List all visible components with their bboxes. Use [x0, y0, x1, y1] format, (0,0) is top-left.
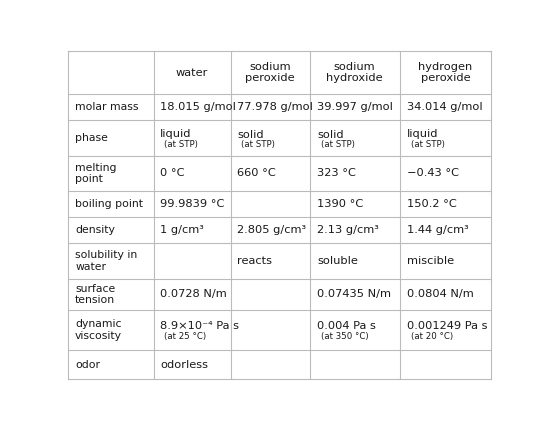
Text: sodium
hydroxide: sodium hydroxide — [327, 62, 383, 83]
Text: hydrogen
peroxide: hydrogen peroxide — [418, 62, 473, 83]
Text: (at STP): (at STP) — [412, 140, 446, 149]
Text: soluble: soluble — [317, 256, 358, 266]
Text: (at STP): (at STP) — [164, 140, 198, 149]
Text: 0.001249 Pa s: 0.001249 Pa s — [407, 321, 488, 331]
Text: dynamic
viscosity: dynamic viscosity — [75, 319, 122, 341]
Text: sodium
peroxide: sodium peroxide — [245, 62, 295, 83]
Text: boiling point: boiling point — [75, 199, 143, 209]
Text: 2.805 g/cm³: 2.805 g/cm³ — [237, 225, 306, 235]
Text: liquid: liquid — [407, 130, 438, 139]
Text: 18.015 g/mol: 18.015 g/mol — [160, 102, 236, 112]
Text: surface
tension: surface tension — [75, 284, 115, 305]
Text: 0.004 Pa s: 0.004 Pa s — [317, 321, 376, 331]
Text: (at STP): (at STP) — [322, 140, 355, 149]
Text: 0 °C: 0 °C — [160, 168, 185, 178]
Text: 150.2 °C: 150.2 °C — [407, 199, 456, 209]
Text: 99.9839 °C: 99.9839 °C — [160, 199, 224, 209]
Text: solid: solid — [317, 130, 343, 140]
Text: 2.13 g/cm³: 2.13 g/cm³ — [317, 225, 379, 235]
Text: 1.44 g/cm³: 1.44 g/cm³ — [407, 225, 468, 235]
Text: 1390 °C: 1390 °C — [317, 199, 363, 209]
Text: water: water — [176, 68, 209, 78]
Text: phase: phase — [75, 133, 108, 143]
Text: solubility in
water: solubility in water — [75, 250, 138, 272]
Text: (at 25 °C): (at 25 °C) — [164, 332, 206, 341]
Text: (at STP): (at STP) — [241, 140, 275, 149]
Text: molar mass: molar mass — [75, 102, 139, 112]
Text: odor: odor — [75, 360, 100, 370]
Text: odorless: odorless — [160, 360, 208, 370]
Text: miscible: miscible — [407, 256, 454, 266]
Text: 1 g/cm³: 1 g/cm³ — [160, 225, 204, 235]
Text: 39.997 g/mol: 39.997 g/mol — [317, 102, 393, 112]
Text: 0.07435 N/m: 0.07435 N/m — [317, 289, 391, 299]
Text: reacts: reacts — [237, 256, 272, 266]
Text: 660 °C: 660 °C — [237, 168, 276, 178]
Text: (at 350 °C): (at 350 °C) — [322, 332, 369, 341]
Text: liquid: liquid — [160, 130, 192, 139]
Text: solid: solid — [237, 130, 264, 140]
Text: 34.014 g/mol: 34.014 g/mol — [407, 102, 483, 112]
Text: −0.43 °C: −0.43 °C — [407, 168, 459, 178]
Text: 323 °C: 323 °C — [317, 168, 356, 178]
Text: density: density — [75, 225, 115, 235]
Text: 77.978 g/mol: 77.978 g/mol — [237, 102, 313, 112]
Text: 0.0728 N/m: 0.0728 N/m — [160, 289, 227, 299]
Text: melting
point: melting point — [75, 163, 117, 184]
Text: 8.9×10⁻⁴ Pa s: 8.9×10⁻⁴ Pa s — [160, 321, 239, 331]
Text: 0.0804 N/m: 0.0804 N/m — [407, 289, 473, 299]
Text: (at 20 °C): (at 20 °C) — [412, 332, 454, 341]
